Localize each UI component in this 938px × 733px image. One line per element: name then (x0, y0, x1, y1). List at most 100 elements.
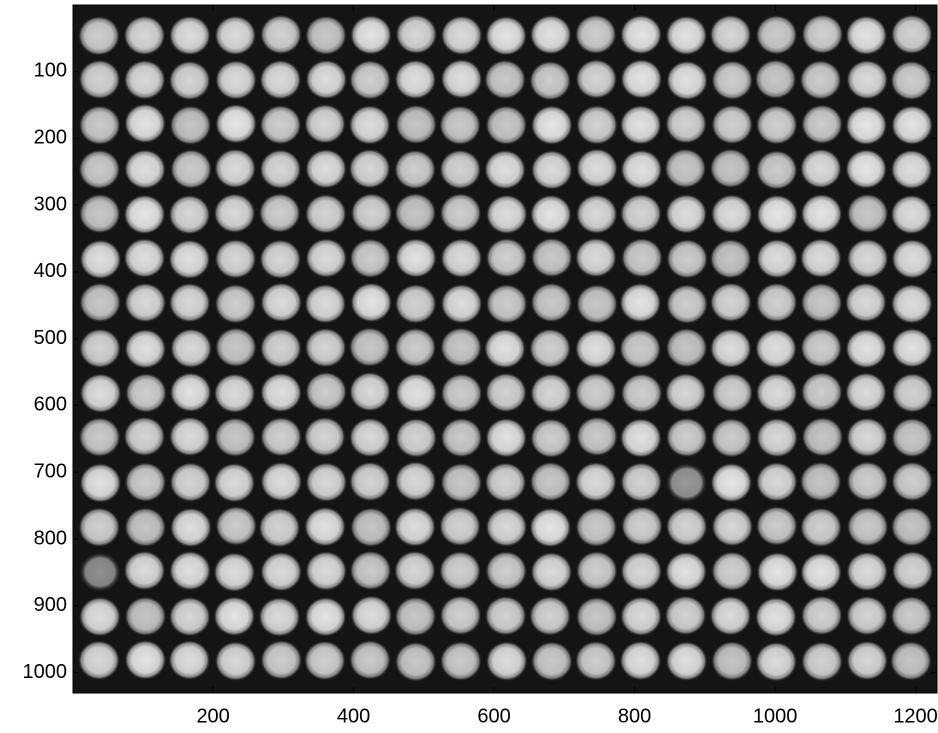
spot (755, 641, 798, 682)
spot (349, 550, 392, 591)
spot (440, 238, 483, 279)
spot (170, 149, 213, 190)
spot (575, 507, 618, 548)
spot (664, 148, 707, 189)
y-tick-label: 700 (34, 461, 67, 483)
y-tick-label: 300 (34, 193, 67, 215)
spot (123, 59, 166, 100)
spot (845, 105, 888, 146)
spot (485, 15, 528, 56)
spot (529, 14, 572, 55)
spot (79, 239, 122, 280)
spot (213, 552, 256, 593)
spot (258, 597, 301, 638)
spot (214, 417, 257, 458)
spot (485, 283, 528, 324)
spot (711, 551, 754, 592)
spot (800, 371, 843, 412)
spot (801, 641, 844, 682)
spot (485, 641, 528, 682)
spot (168, 60, 211, 101)
spot (891, 417, 934, 458)
spot (890, 506, 933, 547)
spot (710, 417, 753, 458)
spot (755, 149, 798, 190)
spot (123, 194, 166, 235)
spot (214, 238, 257, 279)
spot (709, 148, 752, 189)
spot (170, 328, 213, 369)
spot (754, 328, 797, 369)
spot (440, 15, 483, 56)
spot (350, 192, 393, 233)
spot (799, 507, 842, 548)
spot (576, 148, 619, 189)
spot (666, 238, 709, 279)
spot (889, 640, 932, 681)
spot (619, 193, 662, 234)
spot (576, 104, 619, 145)
spot (846, 193, 889, 234)
spot (800, 595, 843, 636)
spot (258, 192, 301, 233)
spot (890, 149, 933, 190)
spot (711, 640, 754, 681)
spot (124, 462, 167, 503)
spot (665, 15, 708, 56)
spot (304, 193, 347, 234)
spot (485, 417, 528, 458)
x-tick-label: 200 (196, 705, 229, 727)
spot (79, 462, 122, 503)
spot (168, 194, 211, 235)
spot (213, 462, 256, 503)
spot (665, 193, 708, 234)
spot (79, 328, 122, 369)
spot (305, 148, 348, 189)
spot (483, 328, 526, 369)
spot (395, 14, 438, 55)
spot (709, 14, 752, 55)
spot (260, 372, 303, 413)
spot (485, 194, 528, 235)
spot (259, 104, 302, 145)
spot (529, 328, 572, 369)
spot (395, 417, 438, 458)
spot (350, 282, 393, 323)
spot (168, 640, 211, 681)
spot (438, 506, 481, 547)
spot (78, 193, 121, 234)
spot (394, 641, 437, 682)
spot (440, 373, 483, 414)
spot (304, 327, 347, 368)
spot (575, 194, 618, 235)
spot (665, 327, 708, 368)
spot (440, 283, 483, 324)
spot (484, 462, 527, 503)
spot (440, 462, 483, 503)
spot (801, 416, 844, 457)
spot (393, 550, 436, 591)
spot (124, 282, 167, 323)
spot (304, 596, 347, 637)
y-tick-label: 400 (34, 260, 67, 282)
spot (394, 237, 437, 278)
spot (348, 461, 391, 502)
spot (846, 551, 889, 592)
spot (78, 417, 121, 458)
spot (846, 506, 889, 547)
spot (123, 416, 166, 457)
spot (395, 372, 438, 413)
spot (665, 103, 708, 144)
spot (755, 104, 798, 145)
spot (303, 640, 346, 681)
spot (394, 596, 437, 637)
spot (394, 461, 437, 502)
y-tick-label: 200 (34, 127, 67, 149)
spot (755, 505, 798, 546)
spot (711, 104, 754, 145)
spot (800, 193, 843, 234)
spot (890, 283, 933, 324)
spot (259, 59, 302, 100)
spot (78, 596, 121, 637)
spot (619, 328, 662, 369)
